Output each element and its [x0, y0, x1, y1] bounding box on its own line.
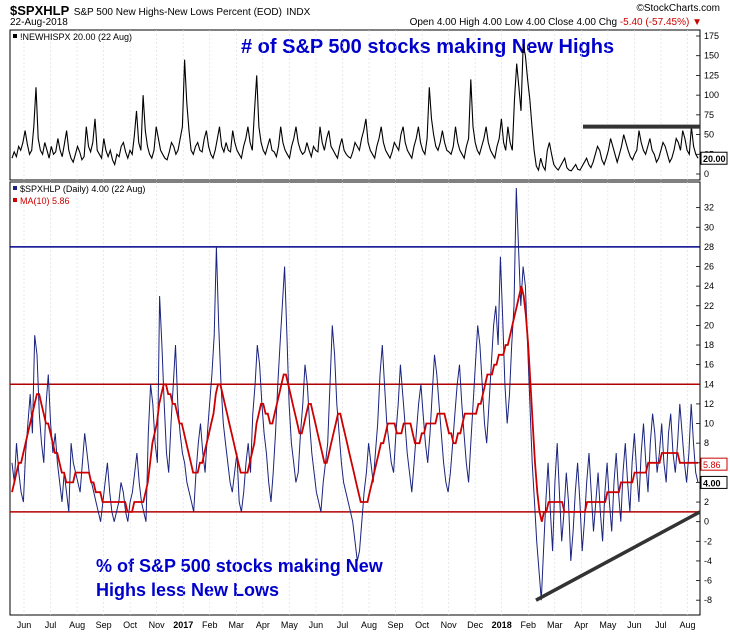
x-tick-label: Nov [149, 620, 166, 630]
low-label: Low [504, 17, 524, 28]
lower-y-tick-label: 28 [704, 242, 714, 252]
upper-y-tick-label: 0 [704, 169, 709, 179]
lower-y-tick-label: 30 [704, 222, 714, 232]
upper-y-tick-label: 125 [704, 70, 719, 80]
chg-label: Chg [598, 17, 618, 28]
x-tick-label: Sep [96, 620, 112, 630]
open-label: Open [409, 17, 435, 28]
legend-swatch [13, 198, 17, 202]
lower-y-tick-label: -6 [704, 576, 712, 586]
lower-y-tick-label: 2 [704, 497, 709, 507]
ma-last-value-box [700, 457, 728, 471]
lower-y-tick-label: 0 [704, 517, 709, 527]
credit: ©StockCharts.com [636, 3, 720, 14]
x-tick-label: 2018 [492, 620, 512, 630]
upper-y-tick-label: 75 [704, 110, 714, 120]
x-tick-label: 2017 [173, 620, 193, 630]
x-tick-label: May [281, 620, 299, 630]
x-tick-label: Feb [202, 620, 218, 630]
low-value: 4.00 [525, 17, 546, 28]
lower-y-tick-label: -4 [704, 556, 712, 566]
high-label: High [459, 17, 480, 28]
x-tick-label: Jun [17, 620, 32, 630]
legend-swatch [13, 186, 17, 190]
x-tick-label: Apr [256, 620, 270, 630]
lower-y-tick-label: 20 [704, 320, 714, 330]
x-tick-label: Jun [627, 620, 642, 630]
x-tick-label: Jul [45, 620, 57, 630]
close-label: Close [548, 17, 574, 28]
x-tick-label: Nov [441, 620, 458, 630]
ma-legend: MA(10) 5.86 [20, 196, 70, 206]
lower-panel-frame [9, 181, 701, 616]
symbol: $SPXHLP [10, 3, 70, 18]
lower-annotation-line1: % of S&P 500 stocks making New [96, 556, 383, 576]
upper-y-tick-label: 100 [704, 90, 719, 100]
x-tick-label: Mar [229, 620, 245, 630]
upper-panel-frame [9, 29, 701, 181]
lower-y-tick-label: 24 [704, 281, 714, 291]
lower-y-tick-label: -8 [704, 595, 712, 605]
x-tick-label: Sep [388, 620, 404, 630]
lower-y-tick-label: 14 [704, 379, 714, 389]
lower-y-tick-label: 18 [704, 340, 714, 350]
lower-y-tick-label: 26 [704, 262, 714, 272]
ma-line [11, 285, 698, 522]
open-value: 4.00 [436, 17, 457, 28]
lower-last-value-label: 4.00 [703, 478, 721, 488]
chart-header: $SPXHLP S&P 500 New Highs-New Lows Perce… [10, 2, 310, 20]
down-arrow-icon: ▼ [692, 17, 702, 28]
x-tick-label: Oct [123, 620, 138, 630]
x-tick-label: Aug [361, 620, 377, 630]
x-tick-label: Oct [415, 620, 430, 630]
lower-y-tick-label: -2 [704, 536, 712, 546]
upper-y-tick-label: 50 [704, 130, 714, 140]
chart-date: 22-Aug-2018 [10, 17, 68, 28]
x-tick-label: Mar [547, 620, 563, 630]
x-tick-label: Dec [467, 620, 484, 630]
lower-annotation-line2: Highs less New Lows [96, 580, 280, 600]
upper-series-line [11, 43, 699, 172]
lower-y-tick-label: 12 [704, 399, 714, 409]
ma-last-value-label: 5.86 [703, 460, 721, 470]
x-tick-label: Jun [309, 620, 324, 630]
x-tick-label: Jul [337, 620, 349, 630]
lower-last-value-box [700, 475, 728, 489]
x-tick-label: May [599, 620, 617, 630]
lower-series-line [11, 187, 699, 601]
ohlc-readout: Open 4.00 High 4.00 Low 4.00 Close 4.00 … [410, 17, 702, 28]
upper-last-value-box [700, 151, 728, 165]
high-value: 4.00 [482, 17, 502, 28]
lower-y-tick-label: 10 [704, 419, 714, 429]
lower-y-tick-label: 16 [704, 360, 714, 370]
upper-y-tick-label: 175 [704, 31, 719, 41]
x-tick-label: Feb [520, 620, 536, 630]
upper-annotation: # of S&P 500 stocks making New Highs [241, 36, 615, 58]
exchange: INDX [286, 7, 311, 18]
x-tick-label: Aug [69, 620, 85, 630]
upper-legend: !NEWHISPX 20.00 (22 Aug) [20, 32, 132, 42]
lower-y-tick-label: 32 [704, 203, 714, 213]
close-value: 4.00 [576, 17, 596, 28]
chart-title: S&P 500 New Highs-New Lows Percent (EOD) [73, 7, 282, 18]
upper-y-tick-label: 150 [704, 51, 719, 61]
x-tick-label: Jul [655, 620, 667, 630]
lower-y-tick-label: 8 [704, 438, 709, 448]
trendline [535, 510, 701, 602]
legend-swatch [13, 34, 17, 38]
lower-legend: $SPXHLP (Daily) 4.00 (22 Aug) [20, 184, 145, 194]
x-tick-label: Apr [574, 620, 588, 630]
x-tick-label: Aug [679, 620, 695, 630]
chg-value: -5.40 (-57.45%) [619, 17, 690, 28]
upper-last-value-label: 20.00 [703, 154, 726, 164]
lower-y-tick-label: 22 [704, 301, 714, 311]
